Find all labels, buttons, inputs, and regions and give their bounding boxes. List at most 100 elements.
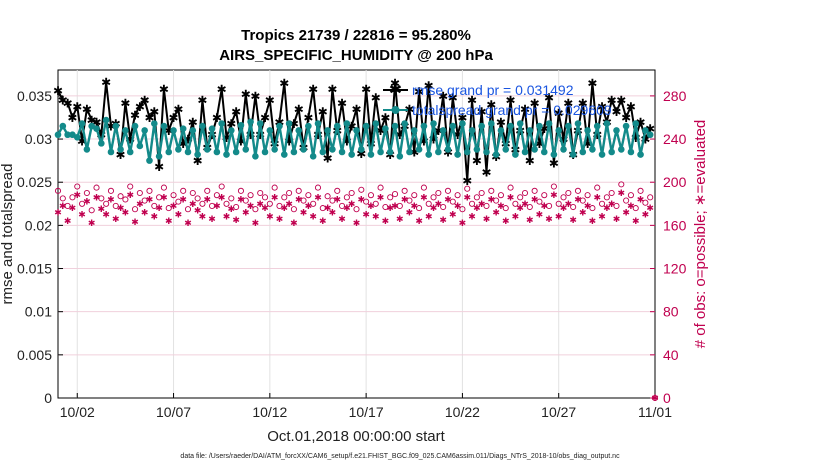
y-left-tick-label: 0 [44,390,52,406]
spread-point [252,153,259,160]
obs-possible-point [536,198,543,205]
spread-point [415,146,423,153]
obs-possible-point [570,203,577,211]
spread-point [589,146,596,153]
obs-evaluated-point: ✱ [622,208,630,218]
obs-possible-point [473,194,480,201]
rmse-point: ✱ [380,111,390,125]
obs-possible-point [223,200,230,207]
obs-evaluated-point: ✱ [232,216,240,226]
spread-point [237,121,245,129]
obs-evaluated-point: ✱ [319,217,327,227]
rmse-point: ✱ [583,137,593,151]
spread-point [189,127,197,134]
obs-possible-point [199,200,206,207]
obs-evaluated-point: ✱ [117,204,125,214]
obs-evaluated-point: ✱ [309,213,317,223]
spread-point [396,153,404,160]
spread-point [276,122,283,130]
rmse-point: ✱ [135,100,145,114]
obs-possible-point [454,192,461,199]
obs-possible-point [98,195,105,202]
obs-evaluated-point: ✱ [266,213,274,223]
obs-possible-point [180,187,187,194]
obs-evaluated-point: ✱ [550,191,558,201]
spread-point [305,122,312,130]
rmse-point: ✱ [255,128,265,142]
rmse-point: ✱ [467,94,477,108]
rmse-point: ✱ [448,91,458,105]
spread-point [309,153,317,160]
obs-possible-point [261,194,269,201]
obs-evaluated-point: ✱ [584,202,592,212]
rmse-point: ✱ [592,128,602,142]
legend: ✱ rmse grand pr = 0.031492 totalspread g… [383,80,612,118]
obs-possible-point [382,203,389,211]
rmse-point: ✱ [390,76,400,90]
spread-point [141,127,148,134]
rmse-point: ✱ [356,147,366,161]
obs-possible-point [459,206,466,213]
obs-evaluated-point: ✱ [386,204,394,214]
rmse-point: ✱ [395,128,405,142]
obs-evaluated-point: ✱ [131,218,139,228]
spread-point [228,127,235,134]
obs-evaluated-point: ✱ [285,200,293,210]
rmse-point: ✱ [318,105,328,119]
rmse-point: ✱ [371,91,381,105]
obs-evaluated-point: ✱ [175,211,183,221]
spread-line [56,118,651,162]
obs-possible-point [521,189,529,197]
obs-possible-point [136,189,143,197]
rmse-point: ✱ [323,152,333,166]
spread-point [579,148,587,156]
rmse-point: ✱ [496,115,506,129]
rmse-point: ✱ [116,148,126,162]
rmse-point: ✱ [72,100,82,114]
spread-point [179,125,187,132]
rmse-point: ✱ [207,128,217,142]
obs-possible-point [425,200,432,207]
spread-point [199,122,206,130]
obs-evaluated-point: ✱ [271,193,279,203]
spread-point [550,151,558,158]
y-right-tick-label: 280 [663,88,687,104]
obs-evaluated-point: ✱ [488,195,496,205]
spread-point [488,120,495,127]
spread-point [377,148,384,156]
x-tick-label: 10/02 [60,404,95,420]
rmse-point: ✱ [91,115,101,129]
obs-evaluated-point: ✱ [194,206,202,216]
obs-possible-point [401,187,408,194]
obs-possible-point [574,187,582,194]
rmse-point: ✱ [173,102,183,116]
spread-point [102,116,110,124]
y-axis-left-label: rmse and totalspread [0,164,16,305]
spread-point [295,127,303,134]
spread-point [531,146,538,153]
obs-possible-point [493,197,500,204]
obs-possible-point [257,189,264,197]
legend-rmse-marker: ✱ [389,80,402,99]
obs-evaluated-point: ✱ [367,202,375,212]
rmse-point: ✱ [284,134,294,148]
obs-evaluated-point: ✱ [64,217,72,227]
obs-evaluated-point: ✱ [247,202,255,212]
rmse-point: ✱ [53,84,63,98]
rmse-point: ✱ [347,120,357,134]
obs-possible-point [314,184,322,191]
obs-possible-point [420,184,427,191]
obs-evaluated-point: ✱ [401,195,409,205]
rmse-point: ✱ [154,160,164,174]
spread-point [637,151,644,158]
spread-point [280,151,288,158]
y-left-tick-label: 0.005 [17,347,52,363]
obs-possible-point [526,203,533,211]
obs-evaluated-point: ✱ [603,204,611,214]
spread-point [410,127,418,134]
obs-possible-point [286,189,293,197]
rmse-point: ✱ [539,122,549,136]
spread-point [247,118,254,126]
obs-possible-point [517,194,524,201]
spread-point [536,122,543,130]
